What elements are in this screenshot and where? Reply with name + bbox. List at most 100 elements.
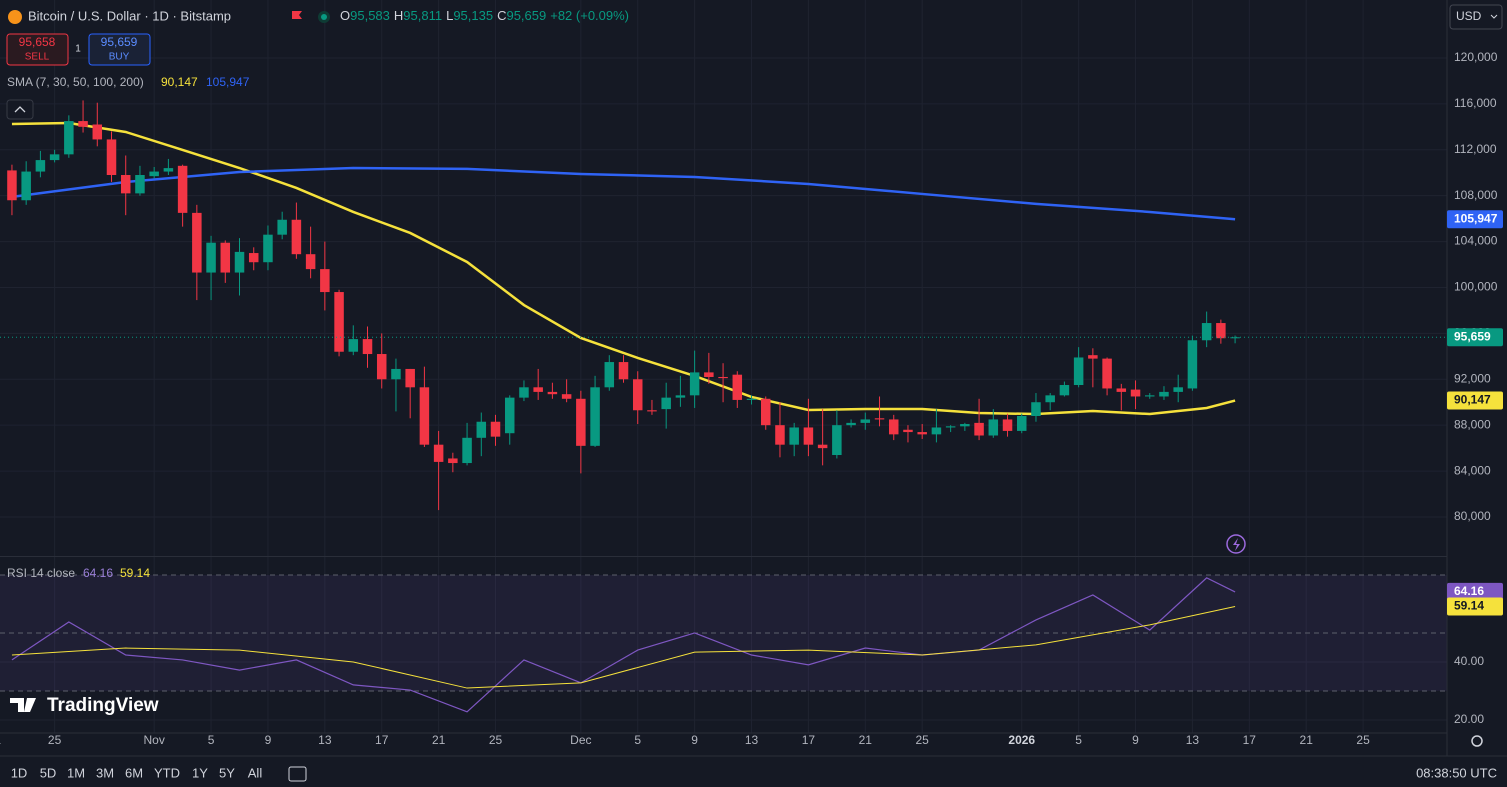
line-series (11, 121, 1236, 416)
price-badge (1447, 391, 1503, 410)
range-button[interactable]: YTD (154, 765, 180, 780)
sma-legend-value: 90,147 (161, 75, 198, 89)
range-button[interactable]: 1Y (192, 765, 208, 780)
coin-icon (8, 10, 22, 24)
y-tick-label: 112,000 (1454, 142, 1497, 156)
candle-body (448, 458, 458, 464)
candle-body (647, 410, 657, 412)
range-button[interactable]: 5D (40, 765, 57, 780)
price-axis (1447, 0, 1507, 756)
axis-layer: 1 25 Nov 5 9 13 17 21 25 Dec 5 9 13 17 21 25 2026 5 9 13 17 2… (0, 50, 1503, 747)
x-tick-label: 9 (265, 733, 272, 747)
price-badge (1447, 582, 1503, 601)
range-button[interactable]: 5Y (219, 765, 235, 780)
candle-body (405, 368, 415, 388)
candle-body (960, 424, 970, 427)
pane-separator (0, 556, 1447, 557)
candle-body (974, 422, 984, 436)
x-tick-label: 5 (208, 733, 215, 747)
candle-body (376, 354, 387, 380)
price-badge-label: 95,659 (1454, 329, 1491, 343)
range-button[interactable]: All (248, 765, 263, 780)
range-button[interactable]: 3M (96, 765, 114, 780)
x-tick-label: 21 (1300, 733, 1314, 747)
candle-body (661, 397, 671, 410)
candle-body (789, 427, 799, 445)
candle-body (1230, 337, 1240, 339)
ohlc-key: O (340, 8, 350, 23)
candle-body (433, 444, 444, 462)
candle-body (291, 219, 302, 255)
candle-body (590, 387, 600, 446)
currency-button[interactable] (1449, 4, 1503, 30)
candle-body (618, 362, 629, 380)
candle-body (732, 374, 743, 400)
x-tick-label: 5 (634, 733, 641, 747)
y-tick-label: 116,000 (1454, 96, 1497, 110)
buy-price: 95,659 (101, 35, 138, 49)
ohlc-value: 95,659 (506, 8, 546, 23)
candle-body (675, 395, 686, 398)
x-tick-label: 25 (489, 733, 503, 747)
x-tick-label: 25 (1356, 733, 1370, 747)
candle-body (1187, 340, 1198, 389)
x-tick-label: 25 (916, 733, 930, 747)
rsi-legend-value: 59.14 (120, 566, 150, 580)
line-series (11, 577, 1236, 713)
calendar-icon[interactable] (288, 766, 307, 782)
y-tick-label: 92,000 (1454, 371, 1491, 385)
x-tick-label: 1 (0, 733, 1, 747)
candle-body (945, 426, 956, 428)
candle-body (362, 339, 373, 355)
candle-body (817, 444, 828, 449)
candle-body (576, 398, 586, 446)
candle-body (1130, 389, 1141, 397)
sell-button[interactable] (6, 33, 69, 66)
candle-body (320, 269, 330, 293)
candle-body (192, 212, 202, 273)
candle-body (561, 394, 572, 399)
candle-body (1159, 391, 1169, 397)
candle-body (277, 219, 287, 235)
candle-body (1116, 388, 1127, 392)
range-button[interactable]: 6M (125, 765, 143, 780)
candle-body (419, 387, 430, 445)
x-tick-label: 9 (691, 733, 698, 747)
settings-icon[interactable] (1471, 735, 1483, 747)
candle-body (689, 372, 700, 396)
bottom-toolbar: 1D 5D 1M 3M 6M YTD 1Y 5Y All (11, 765, 263, 780)
range-button[interactable]: 1M (67, 765, 85, 780)
sell-label: SELL (25, 52, 50, 63)
candle-body (1173, 387, 1183, 392)
rsi-legend-value: 64.16 (83, 566, 113, 580)
buy-button[interactable] (88, 33, 151, 66)
range-button[interactable]: 1D (11, 765, 28, 780)
candle-body (860, 419, 871, 423)
candle-body (1102, 358, 1112, 389)
candle-body (334, 292, 344, 352)
ohlc-key: C (497, 8, 506, 23)
flag-icon[interactable] (292, 11, 302, 19)
x-tick-label: 9 (1132, 733, 1139, 747)
rsi-legend: RSI 14 close (7, 566, 75, 580)
candle-body (206, 242, 216, 273)
rsi-pane (0, 574, 1447, 713)
clock: 08:38:50 UTC (1416, 765, 1497, 780)
candle-body (604, 362, 615, 388)
candle-body (120, 175, 131, 194)
candle-body (1073, 357, 1084, 386)
lightning-button[interactable] (1226, 534, 1246, 554)
status-dot (321, 14, 327, 20)
candle-body (533, 387, 543, 392)
price-badge (1447, 210, 1503, 229)
candle-body (106, 139, 117, 176)
collapse-button[interactable] (6, 99, 34, 120)
candle-body (490, 421, 501, 437)
x-tick-label: 25 (48, 733, 62, 747)
ohlc-key: L (446, 8, 453, 23)
price-badge-label: 105,947 (1454, 211, 1498, 225)
candle-body (1144, 395, 1155, 397)
y-tick-label: 20.00 (1454, 712, 1484, 726)
dropdown-icon (1490, 14, 1498, 19)
